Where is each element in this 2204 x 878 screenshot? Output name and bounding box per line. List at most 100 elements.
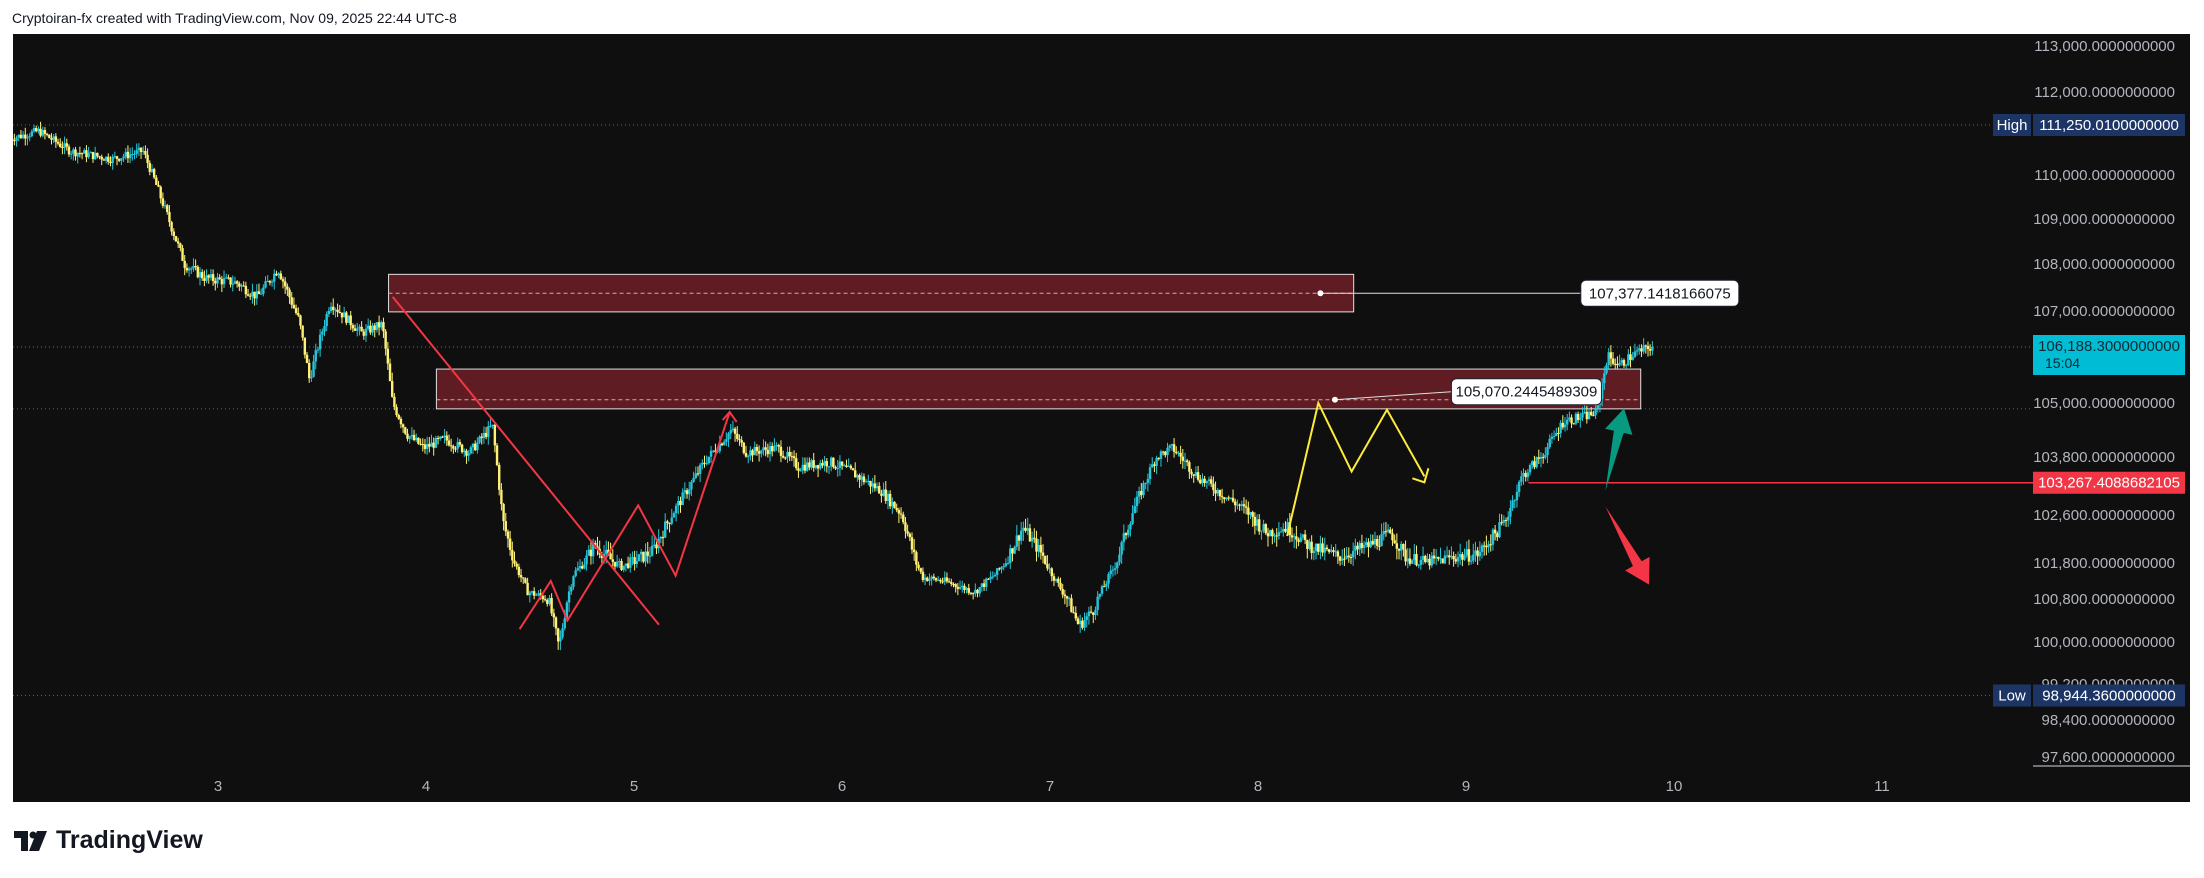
candle-down[interactable] xyxy=(1428,558,1431,566)
candle-up[interactable] xyxy=(312,361,315,377)
candle-down[interactable] xyxy=(98,156,101,158)
candle-up[interactable] xyxy=(810,460,813,468)
candle-down[interactable] xyxy=(781,455,785,458)
candle-down[interactable] xyxy=(336,309,339,313)
candle-up[interactable] xyxy=(1004,563,1008,567)
candle-down[interactable] xyxy=(170,222,173,232)
candle-down[interactable] xyxy=(744,452,748,457)
candle-up[interactable] xyxy=(1620,360,1623,363)
candle-up[interactable] xyxy=(1469,560,1473,562)
candle-down[interactable] xyxy=(1046,563,1049,569)
candlestick-chart[interactable]: 107,377.1418166075 105,070.2445489309 113,… xyxy=(13,34,2190,802)
candle-down[interactable] xyxy=(766,449,770,455)
candle-up[interactable] xyxy=(371,325,374,333)
candle-down[interactable] xyxy=(954,584,957,587)
candle-up[interactable] xyxy=(482,432,486,439)
candle-down[interactable] xyxy=(740,440,743,443)
candle-up[interactable] xyxy=(1458,554,1462,558)
candle-up[interactable] xyxy=(93,152,97,160)
candle-down[interactable] xyxy=(932,576,936,579)
candle-up[interactable] xyxy=(469,447,473,454)
candle-up[interactable] xyxy=(1260,530,1263,532)
candle-down[interactable] xyxy=(862,476,866,483)
candle-down[interactable] xyxy=(594,542,597,547)
chart-area[interactable]: 107,377.1418166075 105,070.2445489309 113,… xyxy=(13,34,2190,802)
candle-down[interactable] xyxy=(1644,345,1648,347)
candle-up[interactable] xyxy=(1201,478,1204,484)
candle-up[interactable] xyxy=(1170,444,1174,446)
candle-down[interactable] xyxy=(1076,618,1080,624)
candle-down[interactable] xyxy=(950,582,953,585)
candle-down[interactable] xyxy=(987,578,990,580)
candle-up[interactable] xyxy=(615,561,619,567)
candle-down[interactable] xyxy=(460,444,464,453)
candle-down[interactable] xyxy=(373,325,376,330)
candle-up[interactable] xyxy=(209,274,213,278)
candle-down[interactable] xyxy=(917,564,920,569)
candle-down[interactable] xyxy=(294,308,298,314)
candle-down[interactable] xyxy=(185,267,189,271)
candle-up[interactable] xyxy=(631,557,634,559)
candle-up[interactable] xyxy=(1000,567,1003,570)
candle-up[interactable] xyxy=(1638,348,1641,351)
candle-up[interactable] xyxy=(375,322,379,330)
candle-down[interactable] xyxy=(1192,474,1195,476)
price-badge-3[interactable] xyxy=(2033,471,2185,494)
candle-down[interactable] xyxy=(1572,423,1575,425)
candle-down[interactable] xyxy=(790,456,794,458)
candle-down[interactable] xyxy=(1231,497,1235,502)
candle-up[interactable] xyxy=(21,134,25,138)
candle-up[interactable] xyxy=(434,437,438,448)
candle-up[interactable] xyxy=(1522,473,1525,477)
candle-up[interactable] xyxy=(624,563,628,566)
candle-down[interactable] xyxy=(1212,483,1215,490)
candle-up[interactable] xyxy=(1450,556,1453,558)
candle-down[interactable] xyxy=(757,451,761,454)
candle-up[interactable] xyxy=(128,154,132,159)
candle-down[interactable] xyxy=(43,130,47,134)
candle-down[interactable] xyxy=(967,588,970,593)
candle-up[interactable] xyxy=(142,151,145,153)
candle-up[interactable] xyxy=(958,587,962,589)
candle-up[interactable] xyxy=(1183,460,1187,462)
candle-up[interactable] xyxy=(1107,574,1110,584)
candle-down[interactable] xyxy=(1290,535,1294,538)
candle-down[interactable] xyxy=(1332,550,1335,552)
candle-up[interactable] xyxy=(995,568,999,575)
candle-up[interactable] xyxy=(838,461,842,469)
candle-down[interactable] xyxy=(1616,364,1619,366)
candle-up[interactable] xyxy=(563,618,566,629)
candle-up[interactable] xyxy=(135,150,138,154)
candle-up[interactable] xyxy=(37,128,40,132)
candle-down[interactable] xyxy=(397,415,400,419)
candle-down[interactable] xyxy=(884,489,887,502)
candle-down[interactable] xyxy=(902,514,905,523)
candle-up[interactable] xyxy=(570,586,573,592)
candle-down[interactable] xyxy=(904,522,907,532)
candle-up[interactable] xyxy=(707,456,711,464)
candle-down[interactable] xyxy=(1476,550,1479,557)
candle-up[interactable] xyxy=(329,306,333,312)
candle-down[interactable] xyxy=(35,128,38,132)
candle-up[interactable] xyxy=(1365,542,1368,546)
candle-up[interactable] xyxy=(1216,489,1219,494)
candle-up[interactable] xyxy=(1229,497,1233,499)
candle-up[interactable] xyxy=(1434,556,1438,559)
arrow-red-down[interactable] xyxy=(1605,506,1650,585)
candle-down[interactable] xyxy=(751,450,754,456)
candle-up[interactable] xyxy=(334,309,337,311)
candle-up[interactable] xyxy=(856,475,859,478)
candle-up[interactable] xyxy=(1513,500,1516,502)
candle-up[interactable] xyxy=(1054,578,1058,581)
candle-up[interactable] xyxy=(694,473,697,479)
candle-up[interactable] xyxy=(131,154,134,156)
candle-down[interactable] xyxy=(1454,559,1458,562)
supply-zone-1[interactable] xyxy=(388,273,1355,313)
candle-up[interactable] xyxy=(1177,452,1180,454)
candle-down[interactable] xyxy=(742,442,746,453)
candle-up[interactable] xyxy=(364,328,368,336)
candle-down[interactable] xyxy=(227,277,230,279)
candle-down[interactable] xyxy=(417,437,420,444)
candle-down[interactable] xyxy=(821,463,824,466)
candle-down[interactable] xyxy=(1172,444,1176,452)
